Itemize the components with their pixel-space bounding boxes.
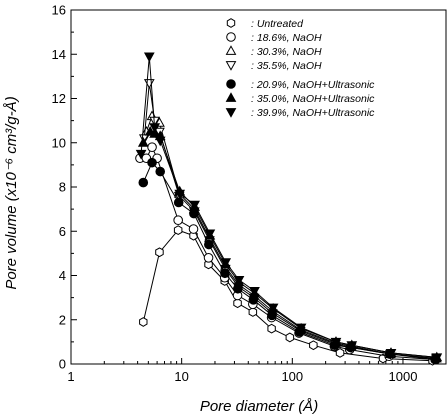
data-point — [220, 258, 232, 269]
data-point — [204, 239, 214, 250]
data-point — [139, 317, 148, 327]
x-axis-label: Pore diameter (Å) — [200, 398, 318, 415]
series-line — [142, 131, 437, 358]
y-tick-label: 4 — [59, 268, 66, 283]
data-point — [285, 332, 295, 343]
legend-label: : 35.0%, NaOH+Ultrasonic — [251, 93, 375, 105]
data-point — [431, 353, 443, 364]
x-tick-label: 100 — [281, 369, 303, 384]
x-tick-label: 1000 — [389, 369, 418, 384]
data-point — [267, 323, 276, 334]
legend: : Untreated : 18.6%, NaOH : 30.3%, NaOH : 3… — [225, 18, 375, 119]
legend-marker — [225, 108, 237, 118]
legend-marker — [225, 61, 237, 71]
data-point — [233, 298, 242, 309]
y-tick-label: 0 — [59, 357, 66, 372]
legend-label: : Untreated — [251, 18, 304, 30]
data-point — [173, 225, 183, 235]
data-point — [335, 348, 345, 358]
y-tick-label: 6 — [59, 224, 66, 239]
y-tick-label: 16 — [52, 3, 66, 18]
legend-label: : 30.3%, NaOH — [251, 46, 322, 58]
data-point — [220, 268, 230, 279]
series-line — [142, 161, 436, 361]
y-tick-label: 14 — [52, 47, 66, 62]
legend-label: : 39.9%, NaOH+Ultrasonic — [251, 107, 375, 119]
data-point — [155, 247, 164, 258]
data-point — [147, 157, 157, 168]
legend-label: : 20.9%, NaOH+Ultrasonic — [251, 79, 375, 91]
data-point — [173, 215, 183, 225]
data-point — [189, 200, 200, 211]
data-point — [188, 224, 199, 234]
data-point — [233, 276, 245, 286]
data-point — [330, 337, 342, 348]
data-point — [309, 340, 318, 351]
data-point — [143, 79, 155, 89]
data-point — [248, 307, 258, 317]
data-point — [149, 123, 161, 134]
legend-marker — [225, 92, 237, 102]
data-point — [135, 149, 147, 160]
y-axis-label: Pore volume (x10⁻⁶ cm³/g-Å) — [3, 96, 20, 289]
series-0 — [139, 225, 437, 366]
data-point — [385, 349, 397, 359]
legend-marker — [226, 79, 236, 89]
data-point — [346, 341, 358, 351]
y-axis-ticks: 0 2 4 6 8 10 12 14 16 — [52, 3, 77, 372]
data-point — [173, 197, 184, 208]
legend-label: : 18.6%, NaOH — [251, 32, 322, 44]
data-point — [295, 323, 307, 334]
data-series — [135, 52, 443, 366]
y-tick-label: 2 — [59, 312, 66, 327]
y-tick-label: 12 — [52, 91, 66, 106]
y-tick-label: 8 — [59, 180, 66, 195]
x-axis-ticks: 1 10 100 1000 — [67, 358, 437, 384]
data-point — [138, 177, 149, 188]
data-point — [155, 166, 166, 177]
series-1 — [135, 142, 440, 365]
data-point — [203, 252, 214, 263]
data-point — [174, 189, 186, 200]
x-tick-label: 10 — [174, 369, 188, 384]
legend-marker — [225, 45, 237, 55]
data-point — [154, 136, 166, 147]
x-tick-label: 1 — [67, 369, 74, 384]
y-tick-label: 10 — [52, 135, 66, 150]
data-point — [143, 52, 155, 63]
legend-marker — [226, 18, 236, 28]
data-point — [147, 142, 157, 152]
data-point — [249, 287, 260, 297]
series-6 — [135, 52, 443, 364]
data-point — [267, 303, 279, 314]
series-line — [143, 82, 437, 359]
data-point — [137, 136, 149, 147]
series-line — [140, 146, 436, 361]
legend-marker — [226, 32, 236, 42]
series-2 — [141, 110, 442, 363]
series-line — [140, 56, 437, 358]
data-point — [204, 229, 216, 240]
legend-label: : 35.5%, NaOH — [251, 60, 322, 72]
